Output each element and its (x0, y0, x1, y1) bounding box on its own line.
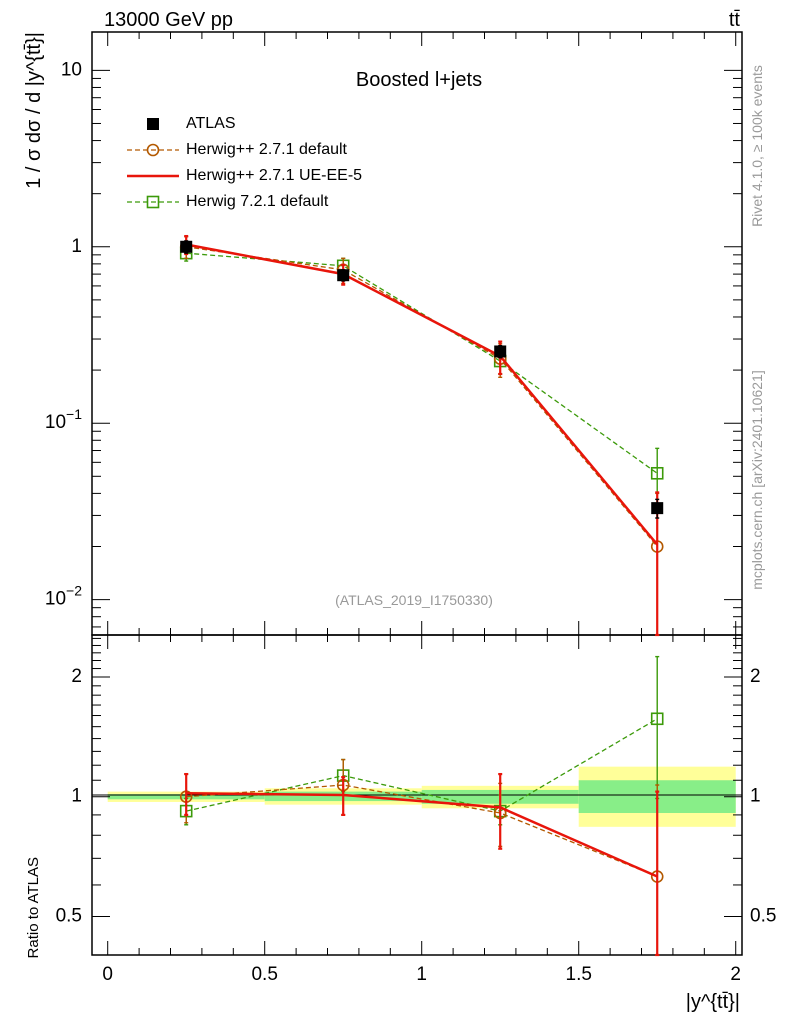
legend-marker-herwig-7-2-1-default (146, 195, 160, 209)
legend-label-herwig-2-7-1-default: Herwig++ 2.7.1 default (186, 141, 348, 158)
process-label: tt̄ (729, 9, 741, 31)
herwig-7-2-1-default-ratio-point (650, 712, 664, 726)
legend-label-atlas: ATLAS (186, 115, 236, 132)
y-tick-label: 10 (61, 59, 82, 80)
herwig-2-7-1-default-ratio-line (186, 784, 658, 878)
ratio-y-tick-label-right: 1 (750, 786, 761, 807)
atlas-point (337, 269, 350, 282)
ratio-bands (107, 766, 736, 827)
y-tick-label: 10−2 (45, 582, 82, 609)
main-y-axis-label: 1 / σ dσ / d |y^{tt̄}| (23, 32, 45, 189)
ratio-y-tick-label-right: 2 (750, 666, 761, 687)
atlas-point (180, 240, 193, 253)
main-series (179, 234, 664, 637)
y-tick-label: 10−1 (45, 406, 82, 433)
legend-marker-herwig-2-7-1-default (146, 143, 160, 157)
ratio-series (179, 655, 664, 957)
side-label-top: Rivet 4.1.0, ≥ 100k events (749, 65, 765, 227)
ratio-y-axis-label: Ratio to ATLAS (25, 857, 42, 958)
atlas-point (651, 502, 664, 515)
herwig-7-2-1-default-point (650, 466, 664, 480)
x-tick-label: 1 (416, 964, 427, 985)
x-tick-label: 0.5 (251, 964, 277, 985)
legend-label-herwig-2-7-1-ue-ee-5: Herwig++ 2.7.1 UE-EE-5 (186, 167, 362, 184)
atlas-point (494, 345, 507, 358)
legend: ATLAS Herwig++ 2.7.1 default Herwig++ 2.7.… (127, 115, 362, 210)
energy-label: 13000 GeV pp (104, 9, 233, 31)
x-tick-label: 1.5 (566, 964, 592, 985)
herwig-2-7-1-ue-ee-5-ratio-line (186, 792, 658, 878)
ratio-y-tick-label: 1 (71, 786, 82, 807)
y-tick-label: 1 (71, 236, 82, 257)
ratio-y-tick-label: 2 (71, 666, 82, 687)
ratio-y-tick-label-right: 0.5 (750, 905, 776, 926)
legend-label-herwig-7-2-1-default: Herwig 7.2.1 default (186, 193, 329, 210)
axis-ticks: 0 0.5 1 1.5 2 10−2 10−1 1 10 0.5 0.5 1 1 2 2 (45, 32, 776, 985)
x-tick-label: 0 (102, 964, 113, 985)
herwig-2-7-1-ue-ee-5-line (185, 243, 659, 546)
legend-marker-atlas (147, 118, 159, 130)
herwig-7-2-1-default-line (186, 252, 658, 474)
x-tick-label: 2 (730, 964, 741, 985)
ratio-y-tick-label: 0.5 (56, 905, 82, 926)
herwig-2-7-1-default-line (186, 246, 658, 547)
x-axis-label: |y^{tt̄}| (686, 991, 740, 1013)
analysis-id: (ATLAS_2019_I1750330) (335, 592, 493, 608)
plot-title: Boosted l+jets (356, 69, 482, 91)
side-label-bottom: mcplots.cern.ch [arXiv:2401.10621] (749, 370, 765, 589)
